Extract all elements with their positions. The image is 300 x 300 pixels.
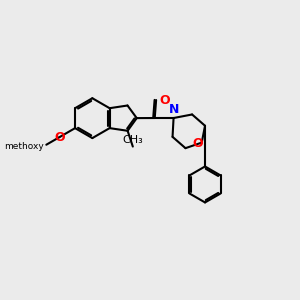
Text: O: O — [54, 130, 65, 144]
Text: N: N — [168, 103, 179, 116]
Text: O: O — [160, 94, 170, 106]
Text: O: O — [192, 137, 203, 150]
Text: CH₃: CH₃ — [122, 135, 143, 145]
Text: methoxy: methoxy — [4, 142, 44, 151]
